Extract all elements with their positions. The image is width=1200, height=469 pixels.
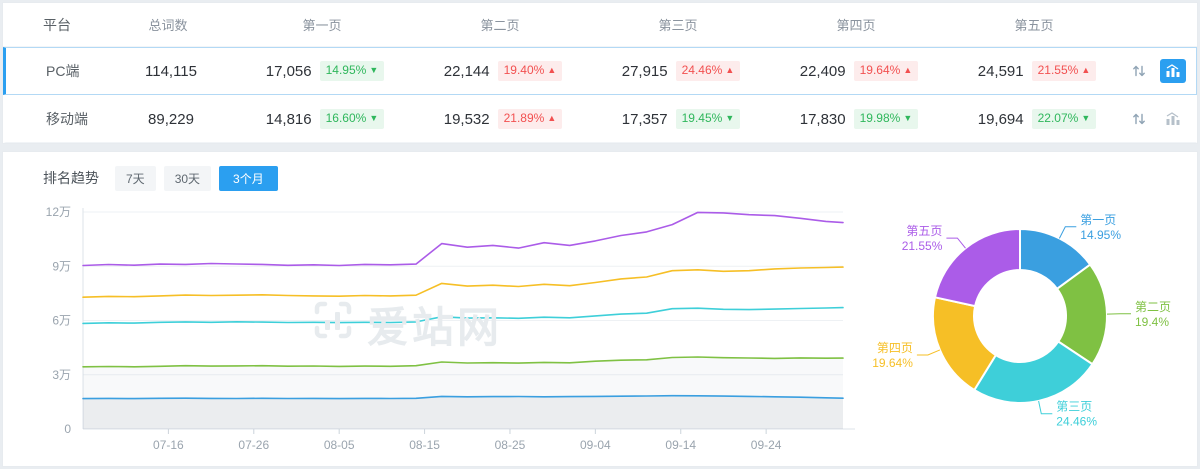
svg-text:09-14: 09-14 — [665, 438, 696, 452]
svg-text:第四页: 第四页 — [877, 341, 913, 355]
keyword-count: 17,357 — [621, 110, 668, 128]
trend-title: 排名趋势 — [43, 170, 99, 186]
trend-header: 排名趋势 7天 30天 3个月 — [3, 164, 1197, 192]
keyword-table: 平台 总词数 第一页 第二页 第三页 第四页 第五页 PC端 114,115 1… — [2, 2, 1198, 144]
change-badge: 19.45% ▼ — [675, 109, 741, 129]
page4-cell: 17,830 19.98% ▼ — [770, 109, 948, 129]
svg-text:第三页: 第三页 — [1056, 400, 1092, 414]
svg-text:14.95%: 14.95% — [1080, 228, 1121, 242]
svg-text:09-04: 09-04 — [580, 438, 611, 452]
table-row-mobile[interactable]: 移动端 89,229 14,816 16.60% ▼ 19,532 21.89% ▲… — [3, 95, 1197, 143]
charts-area: 0 3万 6万 9万 12万 07-16 07-26 08-05 08-15 08-25 09-04… — [3, 196, 1197, 464]
svg-text:0: 0 — [64, 422, 71, 436]
platform-label: 移动端 — [46, 111, 88, 127]
page3-cell: 17,357 19.45% ▼ — [592, 109, 770, 129]
header-page5: 第五页 — [1014, 18, 1054, 33]
platform-label: PC端 — [46, 63, 80, 79]
keyword-count: 27,915 — [621, 62, 668, 80]
keyword-count: 14,816 — [265, 110, 312, 128]
header-page4: 第四页 — [836, 18, 876, 33]
header-page3: 第三页 — [658, 18, 698, 33]
page2-cell: 19,532 21.89% ▲ — [414, 109, 592, 129]
change-badge: 21.55% ▲ — [1031, 61, 1097, 81]
change-badge: 19.40% ▲ — [497, 61, 563, 81]
bar-chart-icon — [1166, 112, 1180, 125]
svg-text:6万: 6万 — [52, 314, 71, 328]
svg-text:第一页: 第一页 — [1080, 213, 1116, 227]
bar-chart-icon — [1166, 64, 1180, 77]
change-badge: 24.46% ▲ — [675, 61, 741, 81]
sort-button[interactable] — [1126, 107, 1152, 131]
svg-text:19.4%: 19.4% — [1135, 315, 1169, 329]
table-header-row: 平台 总词数 第一页 第二页 第三页 第四页 第五页 — [3, 3, 1197, 47]
trend-section: 排名趋势 7天 30天 3个月 0 3万 6万 9万 12万 07-16 07-26 08-0… — [2, 151, 1198, 467]
svg-text:12万: 12万 — [46, 205, 71, 219]
keyword-count: 22,144 — [443, 62, 490, 80]
change-badge: 19.98% ▼ — [853, 109, 919, 129]
keyword-count: 22,409 — [799, 62, 846, 80]
change-badge: 14.95% ▼ — [319, 61, 385, 81]
svg-text:08-15: 08-15 — [409, 438, 440, 452]
keyword-count: 17,830 — [799, 110, 846, 128]
row-actions — [1126, 107, 1197, 131]
header-platform: 平台 — [43, 16, 71, 33]
table-row-pc[interactable]: PC端 114,115 17,056 14.95% ▼ 22,144 19.40%… — [3, 47, 1197, 95]
svg-text:9万: 9万 — [52, 259, 71, 273]
keyword-count: 19,532 — [443, 110, 490, 128]
sort-button[interactable] — [1126, 59, 1152, 83]
change-badge: 22.07% ▼ — [1031, 109, 1097, 129]
header-total-words: 总词数 — [148, 18, 188, 33]
tab-7-days[interactable]: 7天 — [115, 165, 156, 191]
change-badge: 21.89% ▲ — [497, 109, 563, 129]
change-badge: 19.64% ▲ — [853, 61, 919, 81]
svg-text:第二页: 第二页 — [1135, 300, 1171, 314]
svg-text:3万: 3万 — [52, 368, 71, 382]
keyword-count: 24,591 — [977, 62, 1024, 80]
total-keywords-value: 114,115 — [145, 62, 197, 80]
tab-30-days[interactable]: 30天 — [163, 165, 212, 191]
trend-chart-button[interactable] — [1160, 59, 1186, 83]
svg-text:08-25: 08-25 — [495, 438, 526, 452]
svg-text:08-05: 08-05 — [324, 438, 355, 452]
sort-arrows-icon — [1133, 65, 1145, 77]
page1-cell: 14,816 16.60% ▼ — [236, 109, 414, 129]
svg-text:07-26: 07-26 — [238, 438, 269, 452]
row-actions — [1126, 59, 1197, 83]
keyword-count: 19,694 — [977, 110, 1024, 128]
keyword-count: 17,056 — [265, 62, 312, 80]
tab-3-months[interactable]: 3个月 — [219, 165, 278, 191]
svg-text:第五页: 第五页 — [906, 224, 942, 238]
page2-cell: 22,144 19.40% ▲ — [414, 61, 592, 81]
page1-cell: 17,056 14.95% ▼ — [236, 61, 414, 81]
svg-text:24.46%: 24.46% — [1056, 415, 1097, 429]
total-keywords-value: 89,229 — [148, 110, 194, 128]
page4-cell: 22,409 19.64% ▲ — [770, 61, 948, 81]
page5-cell: 19,694 22.07% ▼ — [948, 109, 1126, 129]
trend-chart-button[interactable] — [1160, 107, 1186, 131]
svg-text:19.64%: 19.64% — [873, 356, 913, 370]
change-badge: 16.60% ▼ — [319, 109, 385, 129]
trend-line-chart[interactable]: 0 3万 6万 9万 12万 07-16 07-26 08-05 08-15 08-25 09-04… — [3, 196, 883, 460]
svg-text:07-16: 07-16 — [153, 438, 184, 452]
svg-text:21.55%: 21.55% — [902, 239, 943, 253]
sort-arrows-icon — [1133, 113, 1145, 125]
svg-text:09-24: 09-24 — [751, 438, 782, 452]
header-page2: 第二页 — [480, 18, 520, 33]
header-page1: 第一页 — [302, 18, 342, 33]
page5-cell: 24,591 21.55% ▲ — [948, 61, 1126, 81]
trend-range-tabs: 7天 30天 3个月 — [115, 165, 278, 191]
page3-cell: 27,915 24.46% ▲ — [592, 61, 770, 81]
